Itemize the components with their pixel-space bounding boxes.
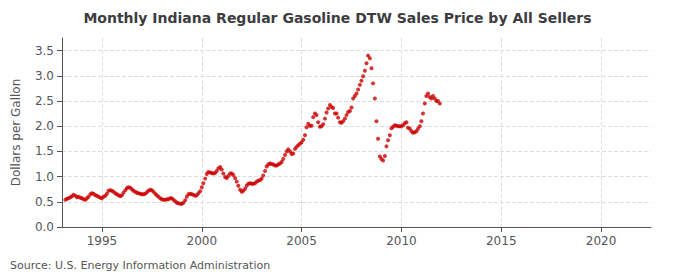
svg-text:2005: 2005	[286, 234, 317, 248]
svg-text:1.0: 1.0	[35, 170, 54, 184]
svg-text:2010: 2010	[386, 234, 417, 248]
svg-text:2.5: 2.5	[35, 94, 54, 108]
svg-text:Dollars per Gallon: Dollars per Gallon	[9, 79, 23, 187]
svg-text:1.5: 1.5	[35, 144, 54, 158]
svg-text:3.5: 3.5	[35, 44, 54, 58]
svg-text:Monthly Indiana Regular Gasoli: Monthly Indiana Regular Gasoline DTW Sal…	[83, 10, 591, 26]
svg-text:2000: 2000	[186, 234, 217, 248]
svg-text:2015: 2015	[486, 234, 517, 248]
svg-text:2020: 2020	[586, 234, 617, 248]
svg-text:2.0: 2.0	[35, 119, 54, 133]
svg-text:0.0: 0.0	[35, 220, 54, 234]
svg-text:Source: U.S. Energy Informatio: Source: U.S. Energy Information Administ…	[10, 259, 270, 272]
svg-text:1995: 1995	[87, 234, 118, 248]
svg-text:3.0: 3.0	[35, 69, 54, 83]
svg-text:0.5: 0.5	[35, 195, 54, 209]
